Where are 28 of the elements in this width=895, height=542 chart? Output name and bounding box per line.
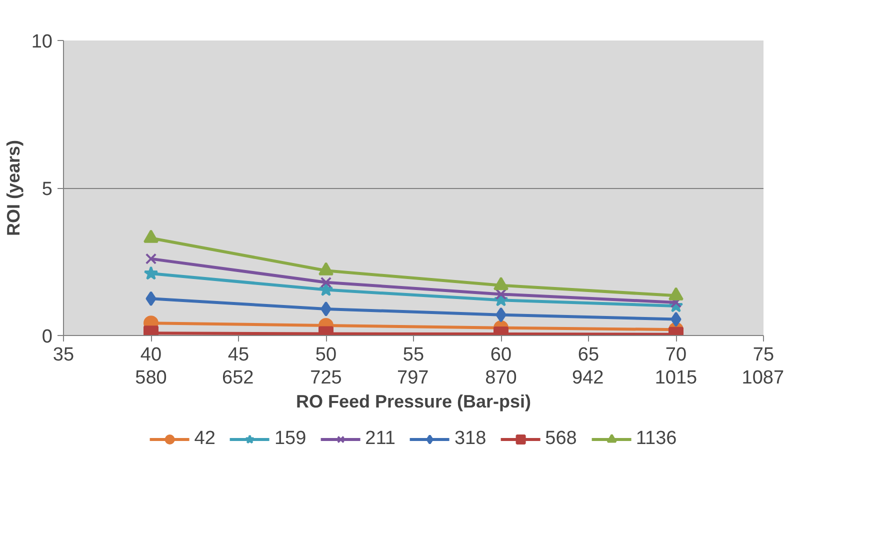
y-tick-label: 0	[42, 326, 53, 348]
x2-tick-label: 725	[310, 368, 342, 388]
x-tick-label: 55	[402, 344, 424, 366]
x-tick-label: 50	[315, 344, 337, 366]
x-tick-label: 35	[52, 344, 74, 366]
x2-tick-label: 870	[485, 368, 517, 388]
x2-tick-label: 942	[572, 368, 604, 388]
x2-tick-label: 652	[222, 368, 254, 388]
y-tick-label: 10	[31, 32, 53, 52]
x2-tick-label: 1015	[654, 368, 698, 388]
legend-label: 211	[365, 428, 396, 450]
x-tick-label: 65	[578, 344, 600, 366]
legend-label: 159	[274, 428, 306, 450]
x-tick-label: 60	[490, 344, 512, 366]
legend-label: 42	[194, 428, 216, 450]
legend-label: 318	[454, 428, 486, 450]
x-tick-label: 40	[140, 344, 162, 366]
legend-label: 1136	[636, 428, 677, 450]
x2-tick-label: 580	[135, 368, 167, 388]
legend-label: 568	[545, 428, 577, 450]
y-axis-title: ROI (years)	[3, 140, 24, 236]
x-tick-label: 70	[665, 344, 687, 366]
y-tick-label: 5	[42, 179, 53, 200]
x-tick-label: 45	[228, 344, 250, 366]
x-axis-title: RO Feed Pressure (Bar-psi)	[296, 392, 532, 412]
x2-tick-label: 797	[397, 368, 429, 388]
x-tick-label: 75	[752, 344, 774, 366]
x2-tick-label: 1087	[742, 368, 784, 388]
